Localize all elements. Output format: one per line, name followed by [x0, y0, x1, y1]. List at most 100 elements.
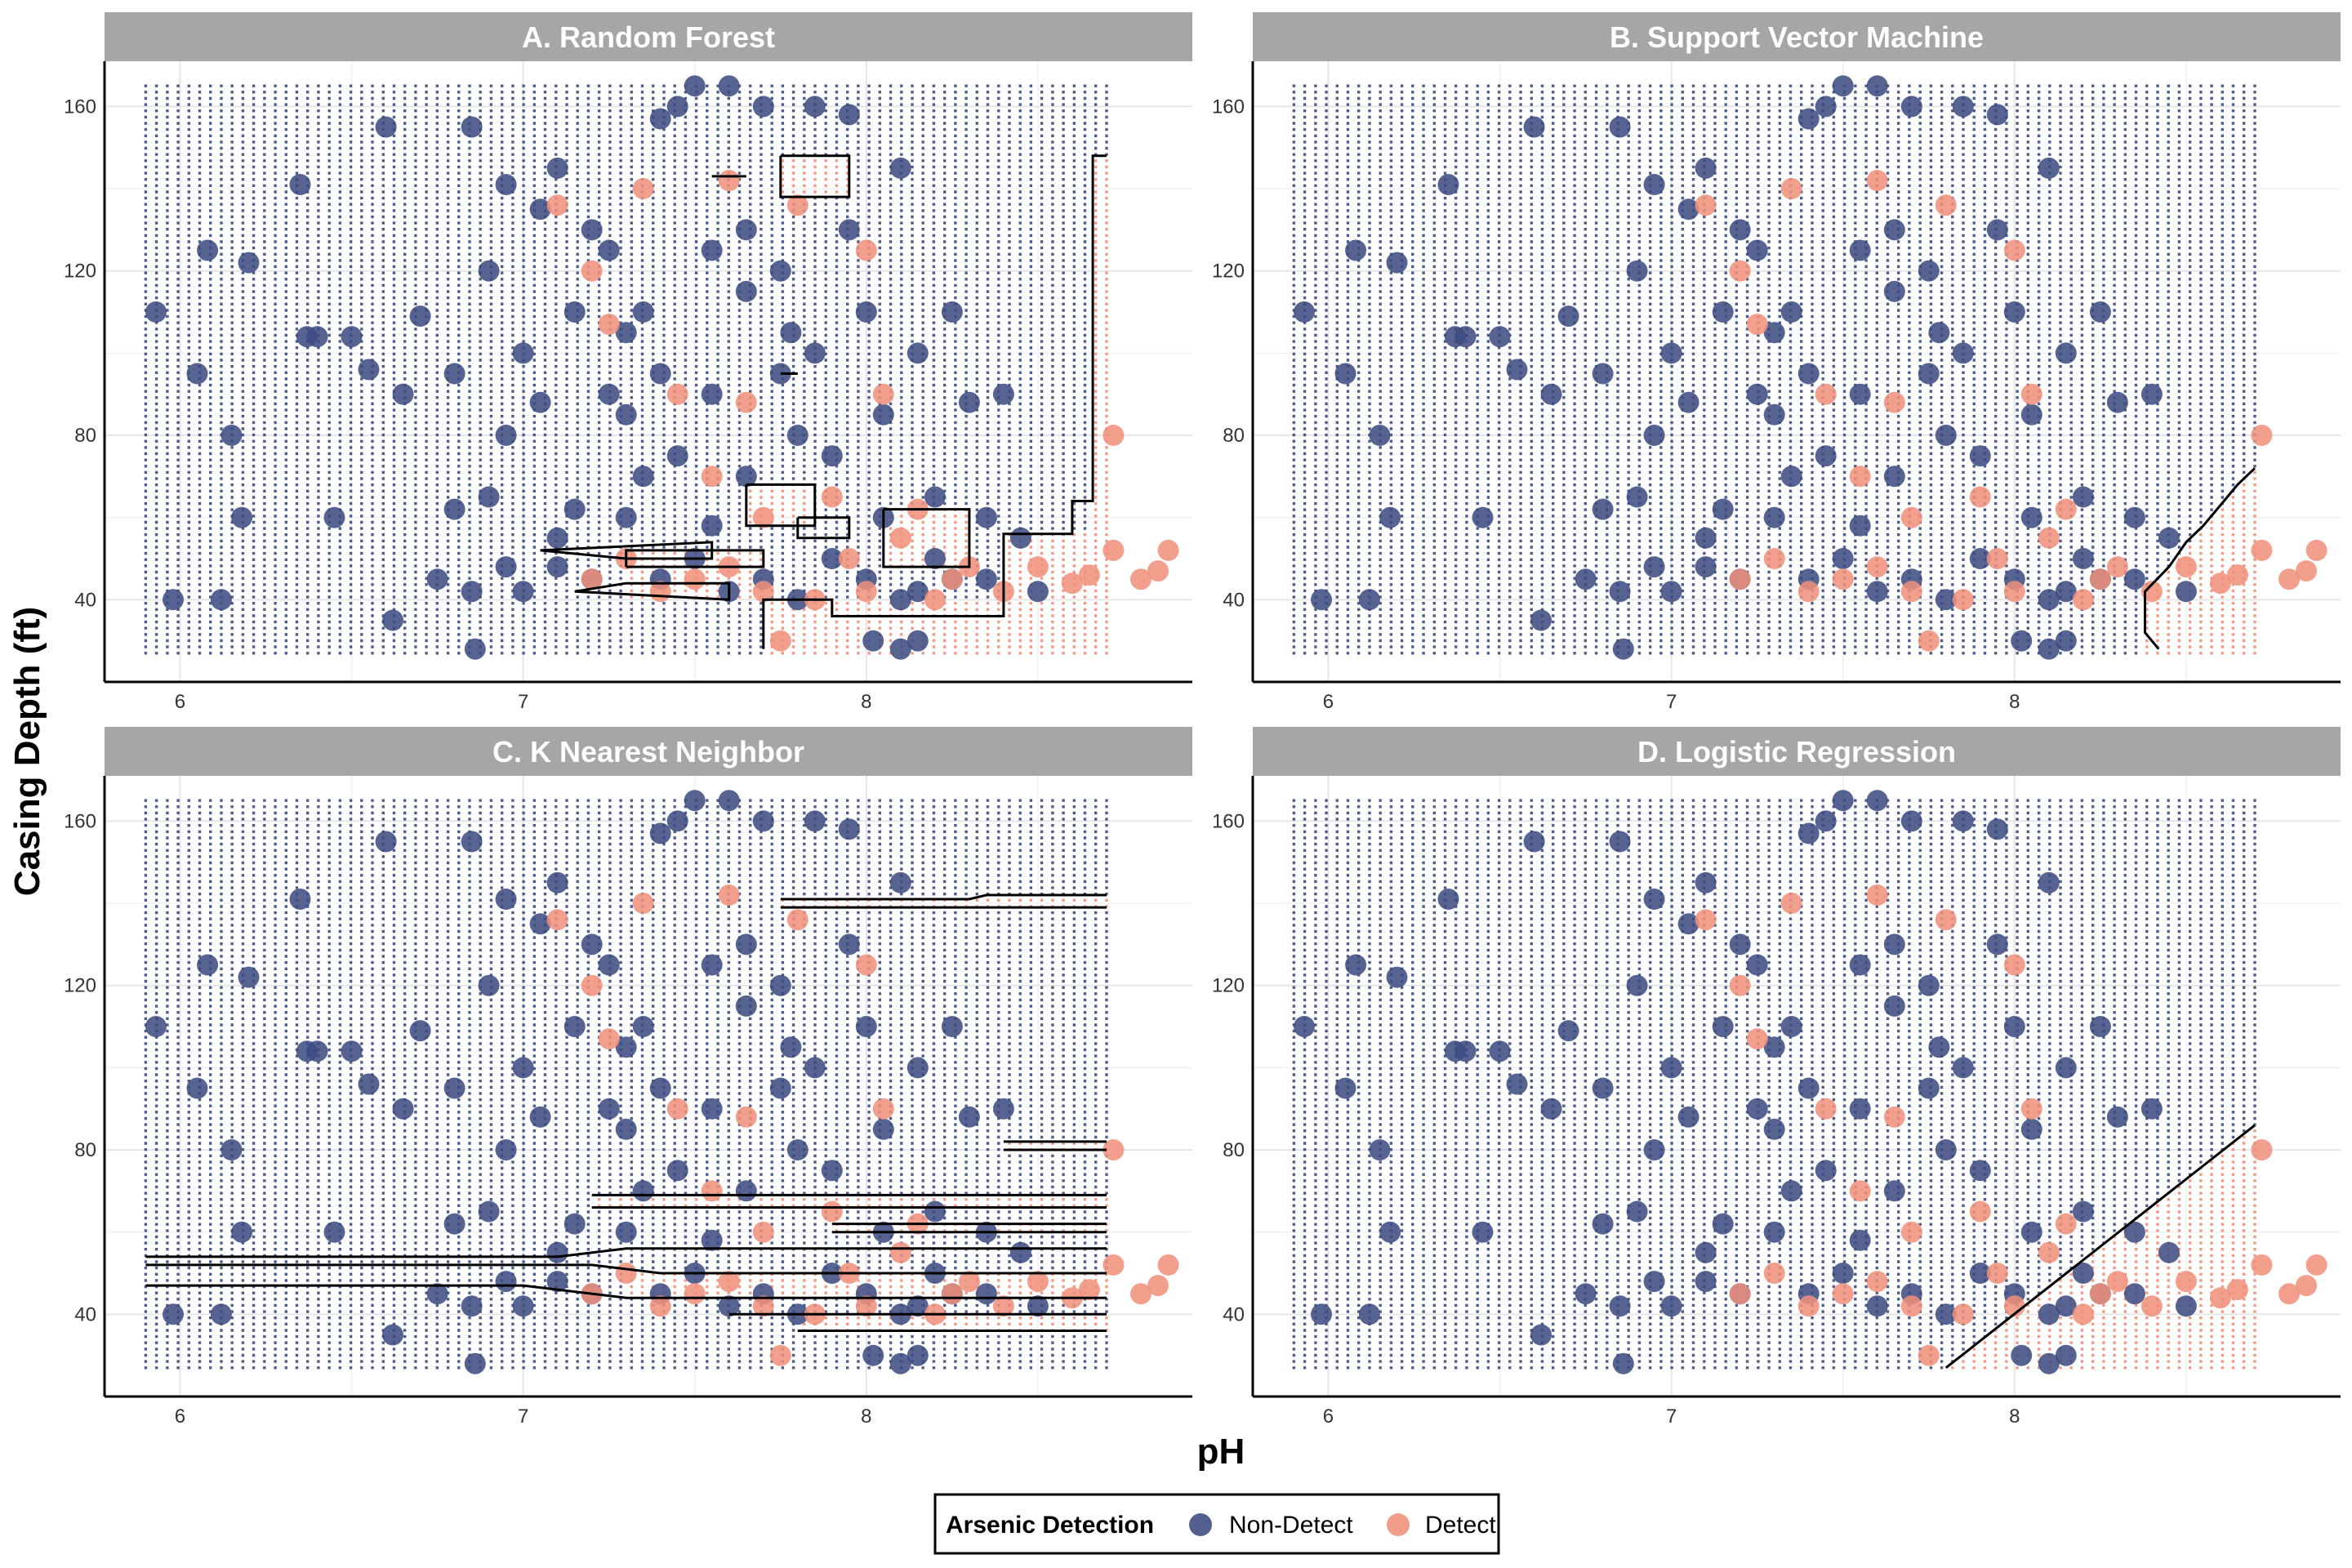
point-non-detect	[1866, 75, 1888, 97]
facet-title: A. Random Forest	[522, 20, 775, 54]
point-detect	[2278, 568, 2300, 590]
point-non-detect	[1797, 363, 1820, 385]
point-non-detect	[1660, 1295, 1682, 1317]
point-non-detect	[992, 383, 1014, 405]
point-non-detect	[615, 1118, 637, 1140]
point-non-detect	[210, 589, 232, 611]
point-detect	[1102, 1254, 1125, 1276]
point-non-detect	[666, 96, 688, 118]
point-detect	[2020, 383, 2042, 405]
point-non-detect	[1815, 96, 1837, 118]
point-detect	[1986, 548, 2008, 569]
point-non-detect	[1345, 954, 1367, 976]
point-non-detect	[1695, 157, 1717, 179]
point-non-detect	[1523, 831, 1545, 853]
point-detect	[1849, 1180, 1871, 1202]
point-non-detect	[701, 1098, 723, 1120]
point-non-detect	[1506, 359, 1528, 381]
point-non-detect	[2020, 1118, 2042, 1140]
point-non-detect	[1849, 383, 1871, 405]
point-detect	[2296, 1275, 2317, 1297]
y-tick-label: 120	[64, 975, 96, 997]
point-detect	[718, 1271, 740, 1293]
point-detect	[1935, 194, 1957, 216]
point-detect	[1780, 178, 1802, 199]
point-non-detect	[1832, 548, 1854, 569]
boundary-line	[745, 483, 817, 528]
point-non-detect	[382, 1324, 403, 1346]
point-detect	[2003, 954, 2025, 976]
point-non-detect	[238, 966, 260, 988]
point-non-detect	[804, 342, 826, 364]
point-non-detect	[1746, 954, 1768, 976]
point-non-detect	[529, 391, 551, 413]
point-non-detect	[382, 609, 403, 631]
point-non-detect	[231, 506, 253, 528]
point-non-detect	[220, 425, 243, 446]
point-non-detect	[375, 831, 397, 853]
point-detect	[1102, 425, 1125, 446]
point-non-detect	[1358, 1303, 1380, 1325]
point-detect	[632, 178, 654, 199]
prediction-grid	[1292, 84, 2256, 655]
point-detect	[1866, 170, 1888, 191]
point-non-detect	[1677, 198, 1699, 220]
point-non-detect	[1815, 810, 1837, 832]
x-tick-label: 6	[1323, 691, 1334, 713]
point-non-detect	[666, 445, 688, 467]
point-non-detect	[409, 305, 431, 327]
boundary-line	[762, 154, 1107, 649]
point-detect	[2296, 560, 2317, 582]
point-non-detect	[1928, 1036, 1950, 1058]
point-non-detect	[1763, 322, 1785, 344]
point-non-detect	[2055, 1295, 2077, 1317]
point-non-detect	[495, 425, 517, 446]
point-non-detect	[145, 301, 167, 323]
point-detect	[1900, 581, 1922, 603]
point-non-detect	[2072, 1263, 2094, 1284]
point-non-detect	[1935, 1139, 1957, 1160]
point-non-detect	[1557, 1020, 1579, 1042]
point-non-detect	[632, 466, 654, 488]
point-non-detect	[478, 260, 500, 282]
point-detect	[821, 1200, 843, 1223]
point-non-detect	[512, 342, 534, 364]
point-detect	[1952, 1303, 1974, 1325]
legend-box	[933, 1493, 1500, 1555]
point-non-detect	[2055, 581, 2077, 603]
x-tick-label: 7	[518, 1405, 528, 1428]
point-non-detect	[1609, 116, 1631, 138]
point-non-detect	[889, 1352, 911, 1374]
point-non-detect	[2106, 1106, 2128, 1128]
point-non-detect	[2072, 548, 2094, 569]
point-non-detect	[615, 1221, 637, 1243]
point-detect	[1130, 568, 1152, 590]
point-non-detect	[478, 486, 500, 508]
point-detect	[1157, 539, 1179, 561]
point-detect	[992, 1295, 1014, 1317]
boundary-line	[540, 541, 714, 560]
point-detect	[2226, 564, 2248, 586]
point-detect	[735, 391, 757, 413]
point-non-detect	[341, 1040, 363, 1062]
point-detect	[1027, 556, 1049, 578]
point-non-detect	[478, 974, 500, 996]
point-detect	[1147, 560, 1169, 582]
point-non-detect	[581, 219, 603, 241]
point-detect	[546, 194, 568, 216]
point-non-detect	[1866, 1295, 1888, 1317]
point-non-detect	[512, 581, 534, 603]
point-non-detect	[2038, 871, 2060, 893]
point-detect	[2175, 1271, 2197, 1293]
point-non-detect	[941, 1016, 963, 1037]
point-non-detect	[1849, 514, 1871, 537]
point-detect	[1695, 194, 1717, 216]
point-detect	[1729, 568, 1751, 590]
point-non-detect	[598, 383, 620, 405]
point-detect	[1883, 1106, 1905, 1128]
point-non-detect	[1883, 933, 1905, 956]
point-non-detect	[821, 548, 843, 569]
point-non-detect	[958, 391, 980, 413]
point-non-detect	[1712, 301, 1734, 323]
y-tick-label: 40	[74, 1303, 96, 1325]
